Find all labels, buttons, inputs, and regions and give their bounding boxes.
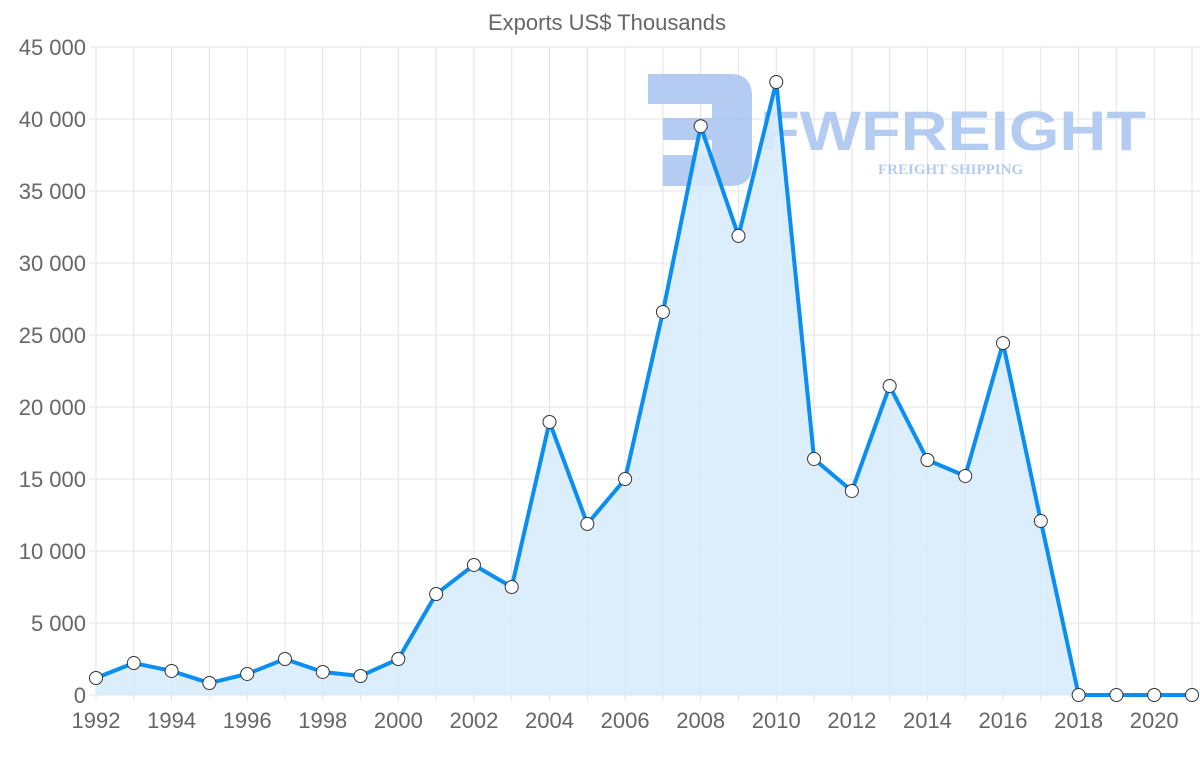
y-tick-label: 40 000 (19, 107, 86, 132)
data-point-1995[interactable] (202, 676, 217, 691)
x-tick-label: 2016 (979, 708, 1028, 733)
y-tick-label: 25 000 (19, 323, 86, 348)
data-point-2009[interactable] (731, 228, 746, 243)
y-tick-label: 45 000 (19, 35, 86, 60)
data-point-2017[interactable] (1033, 514, 1048, 529)
x-tick-label: 1996 (223, 708, 272, 733)
x-tick-label: 1994 (147, 708, 196, 733)
y-tick-label: 5 000 (31, 611, 86, 636)
data-point-2008[interactable] (693, 119, 708, 134)
data-point-2019[interactable] (1109, 688, 1124, 702)
x-tick-label: 2002 (449, 708, 498, 733)
y-tick-label: 15 000 (19, 467, 86, 492)
svg-text:FWFREIGHT: FWFREIGHT (760, 99, 1146, 162)
data-point-1993[interactable] (126, 656, 141, 671)
x-tick-label: 2010 (752, 708, 801, 733)
y-tick-label: 10 000 (19, 539, 86, 564)
svg-text:FREIGHT SHIPPING: FREIGHT SHIPPING (878, 162, 1023, 178)
data-point-2002[interactable] (466, 557, 481, 572)
fwfreight-watermark-logo: FWFREIGHT FREIGHT SHIPPING (648, 74, 1146, 186)
data-point-2007[interactable] (655, 304, 670, 319)
x-tick-label: 1998 (298, 708, 347, 733)
x-tick-label: 2012 (827, 708, 876, 733)
data-point-2012[interactable] (844, 483, 859, 498)
data-point-1994[interactable] (164, 663, 179, 678)
x-tick-label: 2000 (374, 708, 423, 733)
data-point-2014[interactable] (920, 452, 935, 467)
data-point-2020[interactable] (1147, 688, 1162, 702)
x-tick-label: 2014 (903, 708, 952, 733)
x-tick-label: 2020 (1130, 708, 1179, 733)
y-tick-label: 35 000 (19, 179, 86, 204)
x-tick-label: 2008 (676, 708, 725, 733)
data-point-2003[interactable] (504, 580, 519, 594)
data-point-2010[interactable] (769, 74, 784, 89)
data-point-2015[interactable] (958, 468, 973, 483)
data-point-2013[interactable] (882, 378, 897, 393)
data-point-2018[interactable] (1071, 688, 1086, 702)
data-point-2004[interactable] (542, 414, 557, 429)
x-tick-label: 2018 (1054, 708, 1103, 733)
data-point-2000[interactable] (391, 652, 406, 666)
data-point-1998[interactable] (315, 664, 330, 679)
data-point-2016[interactable] (996, 336, 1011, 351)
chart-title: Exports US$ Thousands (488, 10, 726, 35)
y-tick-label: 0 (74, 683, 86, 708)
y-tick-label: 20 000 (19, 395, 86, 420)
series-area-fill (96, 81, 1192, 695)
data-point-2021[interactable] (1185, 688, 1199, 702)
y-tick-label: 30 000 (19, 251, 86, 276)
x-tick-label: 2006 (601, 708, 650, 733)
axes: 0 5 000 10 000 15 000 20 000 25 000 30 000 35 0… (19, 35, 1179, 733)
data-point-2001[interactable] (429, 587, 444, 602)
data-point-2006[interactable] (618, 472, 633, 486)
data-point-1992[interactable] (89, 671, 103, 686)
data-point-1999[interactable] (353, 668, 368, 683)
data-point-2005[interactable] (580, 516, 595, 531)
data-point-1996[interactable] (240, 666, 255, 681)
data-point-1997[interactable] (277, 652, 292, 666)
x-tick-label: 1992 (72, 708, 121, 733)
x-tick-label: 2004 (525, 708, 574, 733)
data-point-2011[interactable] (807, 451, 822, 466)
